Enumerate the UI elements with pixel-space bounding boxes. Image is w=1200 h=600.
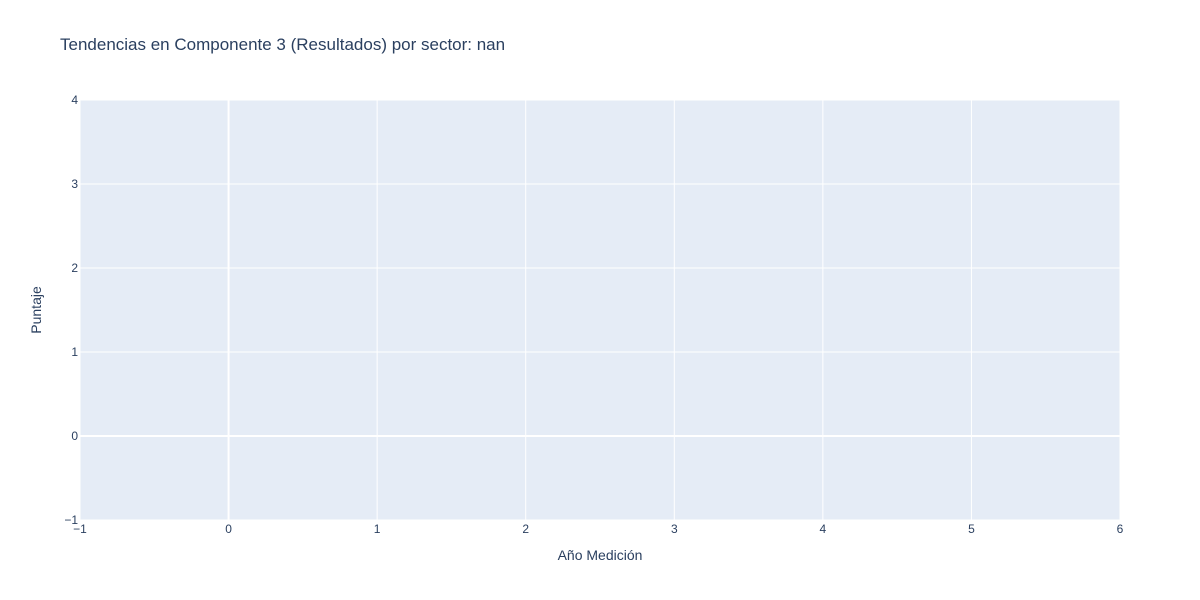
x-axis-title: Año Medición	[558, 547, 643, 563]
x-gridlines	[79, 100, 1121, 520]
chart-title: Tendencias en Componente 3 (Resultados) …	[60, 35, 505, 54]
y-tick-label: 2	[71, 261, 78, 275]
x-tick-label: −1	[73, 522, 87, 536]
y-tick-label: 4	[71, 93, 78, 107]
y-tick-label: 3	[71, 177, 78, 191]
x-tick-label: 5	[968, 522, 975, 536]
y-gridlines	[80, 99, 1120, 521]
y-tick-labels: −1 0 1 2 3 4	[64, 93, 78, 527]
y-tick-label: −1	[64, 513, 78, 527]
x-tick-label: 2	[522, 522, 529, 536]
x-tick-label: 1	[374, 522, 381, 536]
y-tick-label: 1	[71, 345, 78, 359]
x-tick-labels: −1 0 1 2 3 4 5 6	[73, 522, 1124, 536]
x-tick-label: 6	[1117, 522, 1124, 536]
y-axis-title: Puntaje	[28, 286, 44, 334]
y-tick-label: 0	[71, 429, 78, 443]
x-tick-label: 4	[820, 522, 827, 536]
plot-area[interactable]	[80, 100, 1120, 520]
x-tick-label: 0	[225, 522, 232, 536]
x-tick-label: 3	[671, 522, 678, 536]
